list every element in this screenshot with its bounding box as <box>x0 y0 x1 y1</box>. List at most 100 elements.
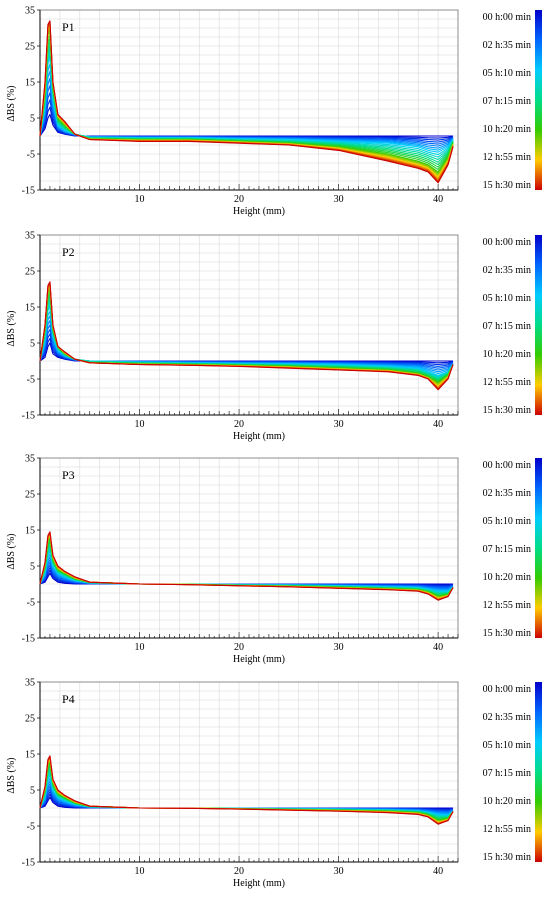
series-line <box>39 333 454 366</box>
series-line <box>39 531 454 601</box>
x-tick-label: 40 <box>433 642 443 653</box>
x-tick-label: 40 <box>433 194 443 205</box>
y-axis-label: ΔBS (%) <box>6 311 17 347</box>
y-tick-label: -5 <box>27 150 35 161</box>
colorbar-label: 00 h:00 min <box>483 460 531 471</box>
panel-label: P3 <box>62 468 75 482</box>
colorbar-label: 05 h:10 min <box>483 740 531 751</box>
y-tick-label: 25 <box>25 490 35 501</box>
colorbar-gradient <box>535 235 542 415</box>
y-tick-label: 5 <box>30 114 35 125</box>
colorbar-label: 02 h:35 min <box>483 40 531 51</box>
colorbar-label: 05 h:10 min <box>483 516 531 527</box>
colorbar-label: 00 h:00 min <box>483 12 531 23</box>
y-tick-label: 15 <box>25 526 35 537</box>
y-tick-label: 15 <box>25 303 35 314</box>
panel-label: P2 <box>62 245 75 259</box>
y-tick-label: -15 <box>22 186 35 197</box>
colorbar-label: 10 h:20 min <box>483 796 531 807</box>
y-tick-label: 25 <box>25 267 35 278</box>
y-tick-label: 35 <box>25 678 35 689</box>
colorbar-gradient <box>535 682 542 862</box>
x-axis-label: Height (mm) <box>233 206 285 217</box>
colorbar-label: 12 h:55 min <box>483 152 531 163</box>
colorbar-label: 10 h:20 min <box>483 124 531 135</box>
y-tick-label: 5 <box>30 786 35 797</box>
y-tick-label: 25 <box>25 714 35 725</box>
series-line <box>39 20 454 184</box>
y-tick-label: 15 <box>25 750 35 761</box>
curves <box>39 755 454 825</box>
y-tick-label: -5 <box>27 822 35 833</box>
y-tick-label: 15 <box>25 78 35 89</box>
colorbar-label: 15 h:30 min <box>483 180 531 191</box>
grid <box>39 457 459 639</box>
y-tick-label: 5 <box>30 339 35 350</box>
colorbar-label: 00 h:00 min <box>483 237 531 248</box>
x-axis-label: Height (mm) <box>233 431 285 442</box>
colorbar-label: 07 h:15 min <box>483 321 531 332</box>
colorbar-label: 05 h:10 min <box>483 293 531 304</box>
colorbar-label: 05 h:10 min <box>483 68 531 79</box>
x-tick-label: 40 <box>433 419 443 430</box>
colorbar-label: 12 h:55 min <box>483 824 531 835</box>
colorbar: 00 h:00 min 02 h:35 min 05 h:10 min 07 h:15… <box>483 10 542 191</box>
panel-label: P1 <box>62 20 75 34</box>
x-tick-label: 20 <box>234 419 244 430</box>
x-tick-label: 20 <box>234 194 244 205</box>
chart-panel-p1: 35 25 15 5 -5 -15 10 20 30 40 Height (mm) ΔBS (%) P1… <box>6 6 542 217</box>
colorbar-label: 02 h:35 min <box>483 712 531 723</box>
chart-panel-p4: 35 25 15 5 -5 -15 10 20 30 40 Height (mm) ΔBS (%) P4… <box>6 678 542 889</box>
y-tick-label: 25 <box>25 42 35 53</box>
colorbar-label: 10 h:20 min <box>483 349 531 360</box>
colorbar-label: 07 h:15 min <box>483 96 531 107</box>
colorbar-gradient <box>535 458 542 638</box>
y-tick-label: -5 <box>27 375 35 386</box>
x-tick-label: 40 <box>433 866 443 877</box>
colorbar-label: 07 h:15 min <box>483 544 531 555</box>
grid <box>39 681 459 863</box>
colorbar-label: 15 h:30 min <box>483 405 531 416</box>
x-tick-label: 20 <box>234 642 244 653</box>
grid <box>39 234 459 416</box>
x-tick-label: 10 <box>135 642 145 653</box>
panel-label: P4 <box>62 692 75 706</box>
series-line <box>39 533 454 599</box>
x-tick-label: 20 <box>234 866 244 877</box>
x-tick-label: 10 <box>135 419 145 430</box>
colorbar-label: 07 h:15 min <box>483 768 531 779</box>
y-tick-label: 35 <box>25 454 35 465</box>
series-line <box>39 755 454 825</box>
colorbar-label: 02 h:35 min <box>483 488 531 499</box>
colorbar-label: 02 h:35 min <box>483 265 531 276</box>
x-tick-label: 30 <box>334 866 344 877</box>
series-line <box>39 106 454 139</box>
y-tick-label: -15 <box>22 411 35 422</box>
x-tick-label: 30 <box>334 419 344 430</box>
series-line <box>39 282 454 390</box>
colorbar-label: 10 h:20 min <box>483 572 531 583</box>
chart-panel-p3: 35 25 15 5 -5 -15 10 20 30 40 Height (mm) ΔBS (%) P3… <box>6 454 542 665</box>
colorbar: 00 h:00 min 02 h:35 min 05 h:10 min 07 h:15… <box>483 235 542 416</box>
series-line <box>39 85 454 145</box>
y-tick-label: 35 <box>25 231 35 242</box>
y-tick-label: -15 <box>22 858 35 869</box>
curves <box>39 20 454 184</box>
colorbar-label: 15 h:30 min <box>483 628 531 639</box>
y-tick-label: 35 <box>25 6 35 17</box>
series-line <box>39 767 454 819</box>
x-axis-label: Height (mm) <box>233 654 285 665</box>
x-tick-label: 30 <box>334 642 344 653</box>
x-tick-label: 10 <box>135 866 145 877</box>
colorbar: 00 h:00 min 02 h:35 min 05 h:10 min 07 h:15… <box>483 682 542 863</box>
x-tick-label: 10 <box>135 194 145 205</box>
curves <box>39 281 454 391</box>
x-axis-label: Height (mm) <box>233 878 285 889</box>
colorbar-gradient <box>535 10 542 190</box>
series-line <box>39 337 454 364</box>
x-tick-label: 30 <box>334 194 344 205</box>
colorbar-label: 12 h:55 min <box>483 600 531 611</box>
y-axis-label: ΔBS (%) <box>6 534 17 570</box>
series-line <box>39 113 454 137</box>
